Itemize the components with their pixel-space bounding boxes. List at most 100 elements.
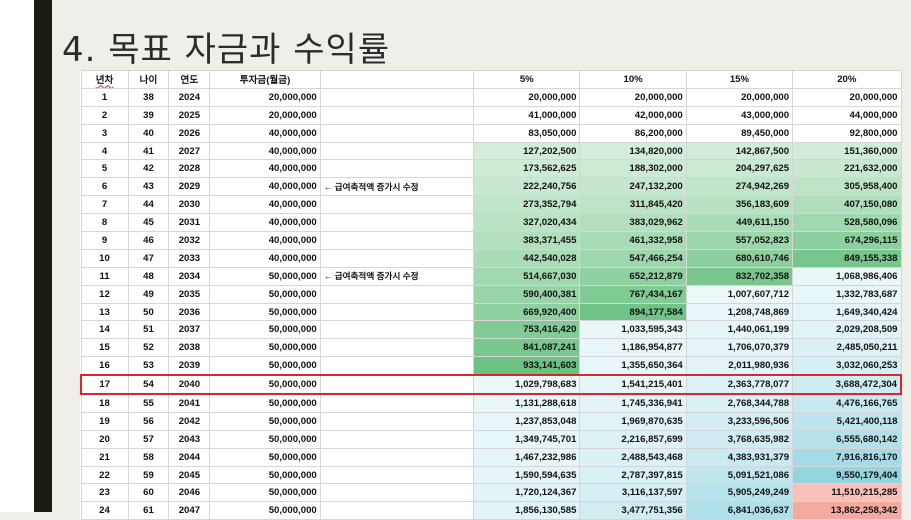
header-year: 연도 — [168, 70, 211, 89]
year-no-cell: 22 — [80, 465, 129, 485]
rate-20-cell: 2,485,050,211 — [792, 338, 902, 358]
note-cell — [319, 320, 475, 340]
rate-5-cell: 83,050,000 — [473, 123, 581, 143]
rate-20-cell: 13,862,258,342 — [792, 501, 902, 520]
year-no-cell: 14 — [80, 320, 129, 340]
age-cell: 53 — [127, 356, 170, 376]
rate-20-cell: 528,580,096 — [792, 213, 902, 233]
rate-5-cell: 1,029,798,683 — [473, 374, 581, 396]
header-rate-10: 10% — [579, 70, 687, 89]
rate-20-cell: 849,155,338 — [792, 248, 902, 268]
invest-cell: 50,000,000 — [209, 465, 321, 485]
note-cell — [319, 501, 475, 520]
rate-20-cell: 2,029,208,509 — [792, 320, 902, 340]
invest-cell: 40,000,000 — [209, 213, 321, 233]
rate-5-cell: 590,400,381 — [473, 284, 581, 304]
invest-cell: 40,000,000 — [209, 123, 321, 143]
rate-5-cell: 41,000,000 — [473, 105, 581, 125]
rate-5-cell: 1,720,124,367 — [473, 483, 581, 503]
table-row: 5 42 2028 40,000,000 173,562,625 188,302,000 2… — [80, 159, 902, 179]
invest-cell: 50,000,000 — [209, 356, 321, 376]
rate-5-cell: 1,467,232,986 — [473, 447, 581, 467]
invest-cell: 50,000,000 — [209, 338, 321, 358]
header-year-no: 년차 — [80, 70, 129, 89]
table-row: 24 61 2047 50,000,000 1,856,130,585 3,477,751… — [80, 501, 902, 520]
year-no-cell: 5 — [80, 159, 129, 179]
rate-10-cell: 3,477,751,356 — [579, 501, 687, 520]
return-table-container: 년차 나이 연도 투자금(월금) 5% 10% 15% 20% 1 38 2024 2… — [79, 70, 903, 520]
year-cell: 2037 — [168, 320, 211, 340]
rate-15-cell: 680,610,746 — [685, 248, 794, 268]
rate-5-cell: 273,352,794 — [473, 195, 581, 215]
rate-20-cell: 305,958,400 — [792, 177, 902, 197]
header-age: 나이 — [127, 70, 170, 89]
table-row-highlighted: 17 54 2040 50,000,000 1,029,798,683 1,541,215… — [79, 374, 903, 396]
header-invest: 투자금(월금) — [209, 70, 321, 89]
header-rate-15: 15% — [685, 70, 794, 89]
year-cell: 2045 — [168, 465, 211, 485]
age-cell: 51 — [127, 320, 170, 340]
rate-15-cell: 1,208,748,869 — [685, 302, 794, 322]
note-cell — [319, 411, 475, 431]
year-no-cell: 12 — [80, 284, 129, 304]
rate-20-cell: 221,632,000 — [792, 159, 902, 179]
year-cell: 2025 — [168, 105, 211, 125]
header-rate-5: 5% — [473, 70, 581, 89]
rate-5-cell: 514,667,030 — [473, 266, 581, 286]
year-cell: 2033 — [168, 248, 211, 268]
rate-10-cell: 311,845,420 — [579, 195, 687, 215]
year-no-cell: 19 — [80, 411, 129, 431]
note-cell — [319, 248, 475, 268]
year-cell: 2043 — [168, 429, 211, 449]
rate-15-cell: 2,768,344,788 — [685, 393, 794, 413]
rate-15-cell: 1,007,607,712 — [685, 284, 794, 304]
year-cell: 2046 — [168, 483, 211, 503]
year-cell: 2031 — [168, 213, 211, 233]
rate-5-cell: 442,540,028 — [473, 248, 581, 268]
table-row: 6 43 2029 40,000,000 ← 급여축적액 증가시 수정 222,240,7… — [80, 177, 902, 197]
note-cell — [319, 159, 475, 179]
table-row: 21 58 2044 50,000,000 1,467,232,986 2,488,543… — [80, 447, 902, 467]
age-cell: 54 — [127, 374, 170, 396]
rate-15-cell: 557,052,823 — [685, 231, 794, 250]
age-cell: 38 — [127, 87, 170, 107]
rate-10-cell: 42,000,000 — [579, 105, 687, 125]
rate-5-cell: 383,371,455 — [473, 231, 581, 250]
table-row: 10 47 2033 40,000,000 442,540,028 547,466,254… — [80, 248, 902, 268]
year-cell: 2032 — [168, 231, 211, 250]
year-cell: 2026 — [168, 123, 211, 143]
invest-cell: 50,000,000 — [209, 284, 321, 304]
rate-15-cell: 142,867,500 — [685, 141, 794, 161]
rate-15-cell: 1,706,070,379 — [685, 338, 794, 358]
rate-10-cell: 2,787,397,815 — [579, 465, 687, 485]
invest-cell: 40,000,000 — [209, 231, 321, 250]
year-no-cell: 16 — [80, 356, 129, 376]
rate-10-cell: 20,000,000 — [579, 87, 687, 107]
age-cell: 41 — [127, 141, 170, 161]
table-row: 9 46 2032 40,000,000 383,371,455 461,332,958 5… — [80, 231, 902, 250]
rate-10-cell: 134,820,000 — [579, 141, 687, 161]
note-cell — [319, 374, 475, 396]
table-header-row: 년차 나이 연도 투자금(월금) 5% 10% 15% 20% — [80, 70, 902, 89]
return-table: 년차 나이 연도 투자금(월금) 5% 10% 15% 20% 1 38 2024 2… — [79, 70, 903, 520]
rate-20-cell: 3,032,060,253 — [792, 356, 902, 376]
rate-10-cell: 1,355,650,364 — [579, 356, 687, 376]
invest-cell: 50,000,000 — [209, 429, 321, 449]
rate-20-cell: 151,360,000 — [792, 141, 902, 161]
table-row: 12 49 2035 50,000,000 590,400,381 767,434,167… — [80, 284, 902, 304]
year-cell: 2034 — [168, 266, 211, 286]
header-rate-20: 20% — [792, 70, 902, 89]
year-no-cell: 2 — [80, 105, 129, 125]
invest-cell: 50,000,000 — [209, 374, 321, 396]
table-row: 2 39 2025 20,000,000 41,000,000 42,000,000 43,… — [80, 105, 902, 125]
rate-10-cell: 652,212,879 — [579, 266, 687, 286]
rate-20-cell: 9,550,179,404 — [792, 465, 902, 485]
rate-5-cell: 1,349,745,701 — [473, 429, 581, 449]
table-row: 4 41 2027 40,000,000 127,202,500 134,820,000 1… — [80, 141, 902, 161]
table-row: 18 55 2041 50,000,000 1,131,288,618 1,745,336… — [80, 393, 902, 413]
note-cell — [319, 447, 475, 467]
note-cell — [319, 483, 475, 503]
rate-5-cell: 1,590,594,635 — [473, 465, 581, 485]
rate-15-cell: 89,450,000 — [685, 123, 794, 143]
note-cell: ← 급여축적액 증가시 수정 — [319, 177, 475, 197]
